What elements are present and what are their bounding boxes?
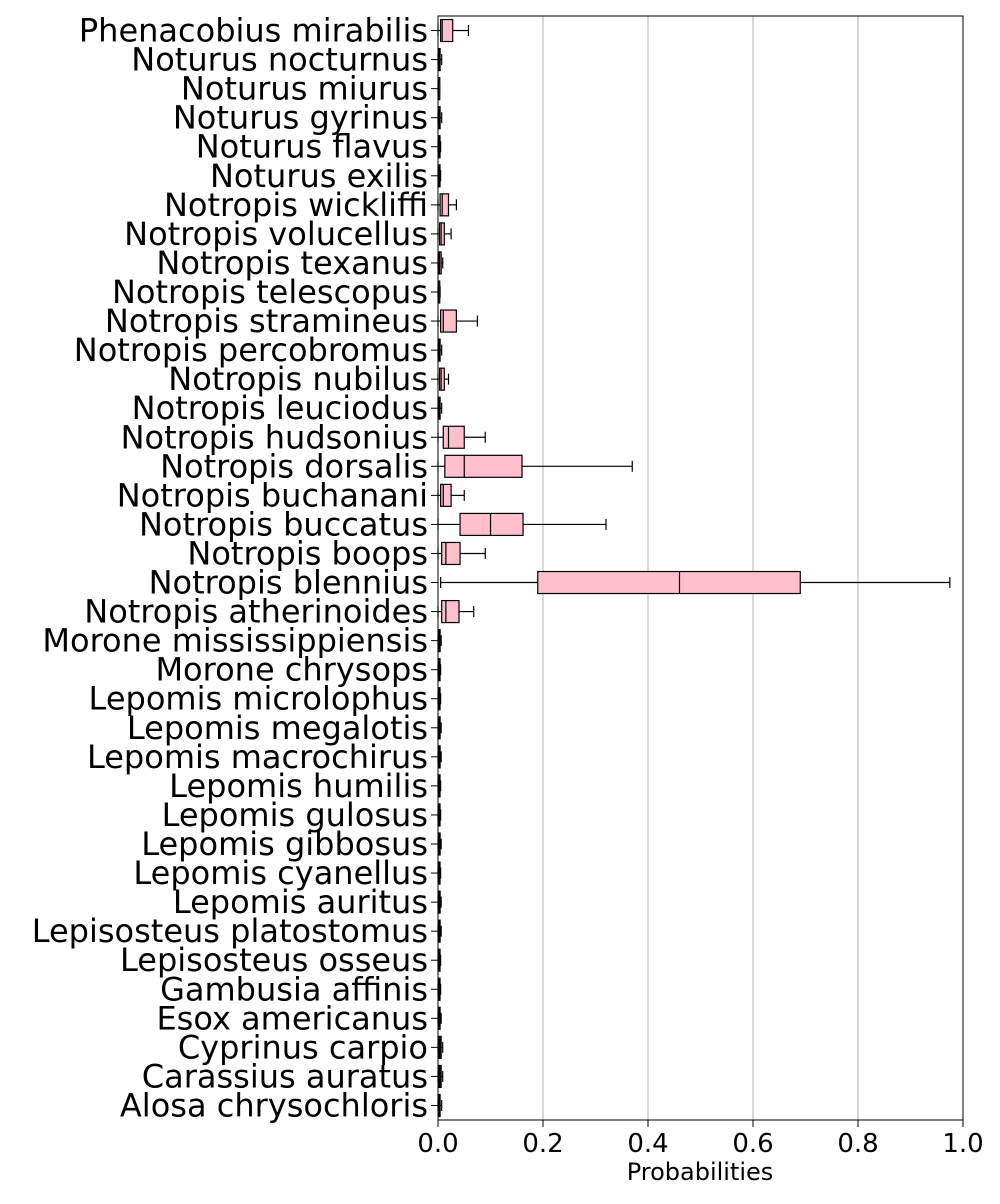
- y-tick-label: Alosa chrysochloris: [120, 1086, 428, 1124]
- y-tick-label: Notropis atherinoides: [84, 593, 428, 631]
- x-tick-label: 0.0: [417, 1129, 458, 1159]
- y-tick-label: Esox americanus: [156, 999, 428, 1037]
- iqr-box: [439, 193, 450, 217]
- y-tick-label: Noturus gyrinus: [173, 99, 428, 137]
- box-group: [437, 338, 443, 362]
- y-tick-label: Notropis buchanani: [117, 476, 428, 514]
- y-tick-label: Notropis boops: [187, 534, 428, 572]
- x-tick-label: 1.0: [942, 1129, 983, 1159]
- x-tick-label: 0.8: [837, 1129, 878, 1159]
- x-tick-label: 0.6: [732, 1129, 773, 1159]
- iqr-box: [440, 309, 457, 333]
- y-tick-label: Morone mississippiensis: [42, 622, 428, 660]
- y-tick-label: Notropis volucellus: [124, 215, 428, 253]
- box-group: [437, 512, 607, 537]
- grid-layer: [542, 16, 859, 1120]
- y-tick-label: Lepomis cyanellus: [133, 854, 428, 892]
- y-tick-label: Cyprinus carpio: [178, 1028, 428, 1066]
- box-group: [440, 570, 951, 595]
- iqr-box: [444, 454, 523, 478]
- y-tick-label: Notropis blennius: [149, 564, 428, 602]
- y-tick-label: Lepisosteus platostomus: [32, 912, 428, 950]
- y-tick-label: Noturus flavus: [196, 128, 428, 166]
- iqr-box: [442, 425, 465, 449]
- y-tick-label: Morone chrysops: [155, 651, 428, 689]
- y-tick-label: Noturus exilis: [210, 157, 428, 195]
- iqr-box: [441, 599, 460, 624]
- iqr-box: [537, 570, 801, 595]
- iqr-box: [440, 18, 454, 43]
- box-group: [437, 251, 444, 275]
- y-tick-label: Lepomis gulosus: [162, 796, 428, 834]
- box-group: [437, 309, 478, 333]
- x-tick-layer: 0.0 0.2 0.4 0.6 0.8 1.0: [417, 1120, 984, 1159]
- x-tick-label: 0.2: [522, 1129, 563, 1159]
- iqr-box: [440, 483, 452, 507]
- box-group: [437, 541, 486, 566]
- box-group: [437, 47, 443, 72]
- box-group: [437, 599, 475, 624]
- y-tick-label: Notropis buccatus: [139, 505, 428, 543]
- y-tick-label: Gambusia affinis: [160, 970, 428, 1008]
- y-tick-label: Notropis dorsalis: [160, 447, 428, 485]
- y-tick-label: Notropis stramineus: [105, 302, 428, 340]
- y-tick-label: Noturus miurus: [181, 70, 428, 108]
- y-tick-label: Lepisosteus osseus: [120, 941, 428, 979]
- y-tick-label: Lepomis gibbosus: [141, 825, 428, 863]
- iqr-box: [438, 367, 445, 391]
- box-group: [437, 483, 465, 507]
- box-group: [437, 106, 443, 130]
- y-tick-label: Noturus nocturnus: [131, 41, 428, 79]
- y-tick-label: Notropis percobromus: [74, 331, 428, 369]
- y-tick-label: Notropis hudsonius: [121, 418, 428, 456]
- y-tick-label: Lepomis microlophus: [89, 680, 428, 718]
- y-tick-label: Lepomis humilis: [169, 767, 428, 805]
- iqr-box: [459, 512, 524, 537]
- y-tick-label: Notropis leuciodus: [132, 389, 428, 427]
- plot-frame: [437, 15, 964, 1121]
- box-group: [437, 658, 442, 682]
- box-group: [437, 18, 470, 43]
- y-tick-label: Notropis texanus: [156, 244, 428, 282]
- box-group: [437, 367, 450, 391]
- box-group: [437, 222, 452, 246]
- iqr-box: [438, 222, 445, 246]
- box-group: [437, 454, 633, 478]
- box-group: [437, 1035, 444, 1059]
- x-tick-label: 0.4: [627, 1129, 668, 1159]
- box-group: [437, 193, 457, 217]
- box-group: [437, 1064, 444, 1089]
- y-tick-label: Lepomis megalotis: [127, 709, 428, 747]
- box-group: [437, 396, 443, 420]
- y-tick-label: Lepomis macrochirus: [87, 738, 428, 776]
- y-tick-label: Carassius auratus: [142, 1057, 428, 1095]
- box-group: [437, 1093, 443, 1118]
- y-tick-label: Notropis wickliffi: [164, 186, 428, 224]
- y-tick-label: Notropis nubilus: [168, 360, 428, 398]
- y-tick-label: Notropis telescopus: [112, 273, 428, 311]
- box-group: [437, 745, 442, 769]
- x-axis-label: Probabilities: [627, 1158, 774, 1186]
- y-tick-label: Lepomis auritus: [173, 883, 428, 921]
- box-group: [437, 425, 486, 449]
- iqr-box: [441, 541, 461, 566]
- y-tick-label: Phenacobius mirabilis: [79, 12, 428, 50]
- boxes-layer: [437, 18, 951, 1118]
